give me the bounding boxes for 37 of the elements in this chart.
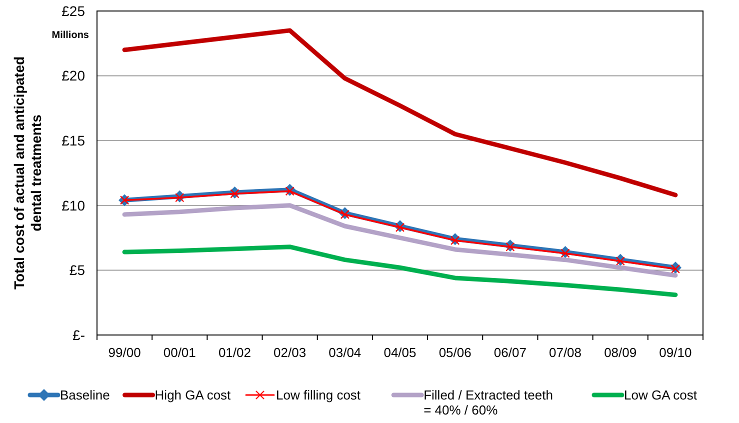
point xyxy=(340,210,350,220)
point xyxy=(670,264,680,274)
text: Millions xyxy=(52,30,90,41)
legend-label: Low filling cost xyxy=(276,388,361,403)
point xyxy=(506,242,515,252)
y-tick-label: £15 xyxy=(62,132,86,148)
x-tick-label: 08/09 xyxy=(604,345,637,360)
point xyxy=(450,236,460,245)
y-tick-label: £5 xyxy=(69,262,86,278)
point xyxy=(616,256,625,266)
x-tick-label: 00/01 xyxy=(163,345,196,360)
legend-label: High GA cost xyxy=(154,388,232,403)
point xyxy=(395,222,405,232)
y-tick-label: £25 xyxy=(62,2,86,19)
line-series xyxy=(122,203,678,278)
y-axis-title: Total cost of actual and anticipated dental treatments xyxy=(11,56,44,290)
line-series xyxy=(122,244,678,298)
point xyxy=(230,189,240,198)
x-tick-label: 04/05 xyxy=(384,345,416,360)
x-tick-label: 06/07 xyxy=(494,345,526,360)
legend-label: Baseline xyxy=(60,388,110,403)
x-tick-label: 03/04 xyxy=(328,345,362,360)
line-series xyxy=(122,28,678,198)
x-tick-label: 05/06 xyxy=(438,345,472,360)
point xyxy=(285,186,294,196)
x-tick-label: 01/02 xyxy=(218,345,251,360)
point xyxy=(175,193,184,202)
point xyxy=(560,248,570,258)
y-tick-label: £10 xyxy=(62,197,86,214)
legend-label: Filled / Extracted teeth = 40% / 60% xyxy=(424,388,553,418)
x-tick-label: 02/03 xyxy=(274,345,306,360)
legend-label: Low GA cost xyxy=(624,388,698,403)
y-tick-label: £- xyxy=(72,326,86,343)
x-tick-label: 09/10 xyxy=(659,345,692,360)
x-tick-label: 07/08 xyxy=(549,345,582,360)
y-tick-label: £20 xyxy=(62,68,86,84)
x-tick-label: 99/00 xyxy=(108,345,141,360)
